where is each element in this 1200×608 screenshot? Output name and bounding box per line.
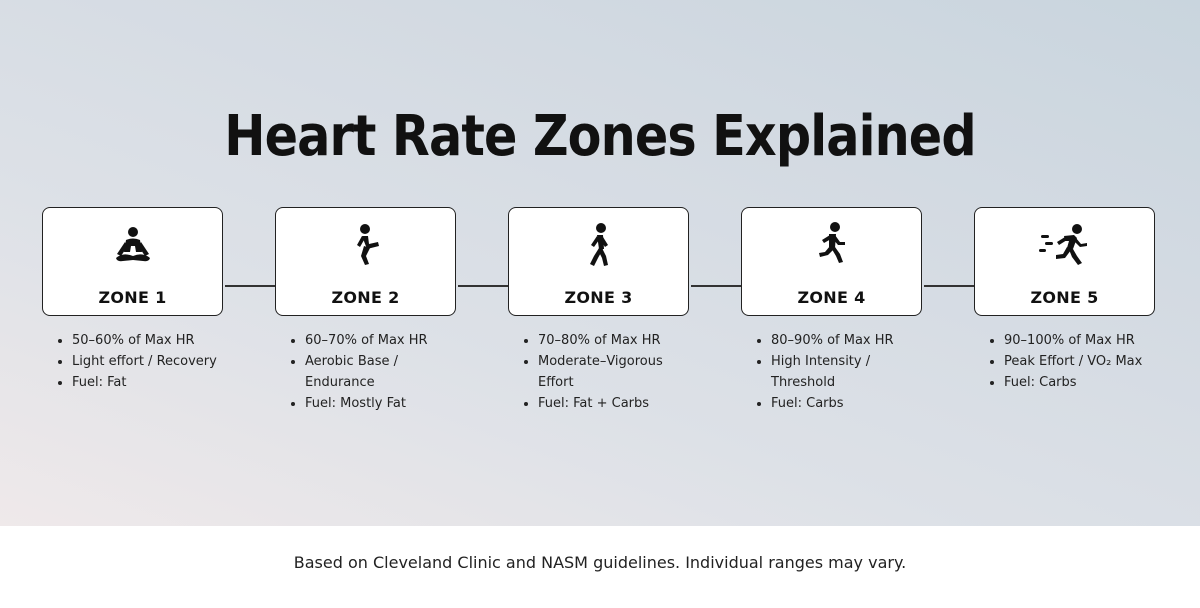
zone-card-5: ZONE 5 — [974, 207, 1155, 316]
zone-label: ZONE 5 — [1030, 288, 1099, 307]
zone-label: ZONE 3 — [564, 288, 633, 307]
list-item: High Intensity / Threshold — [755, 351, 930, 393]
list-item: 90–100% of Max HR — [988, 330, 1163, 351]
zone-2-details: 60–70% of Max HR Aerobic Base / Enduranc… — [289, 330, 464, 414]
zone-card-4: ZONE 4 — [741, 207, 922, 316]
zone-label: ZONE 4 — [797, 288, 866, 307]
list-item: 70–80% of Max HR — [522, 330, 697, 351]
zone-5-details: 90–100% of Max HR Peak Effort / VO₂ Max … — [988, 330, 1163, 393]
list-item: Light effort / Recovery — [56, 351, 231, 372]
zone-4-details: 80–90% of Max HR High Intensity / Thresh… — [755, 330, 930, 414]
list-item: Peak Effort / VO₂ Max — [988, 351, 1163, 372]
list-item: Aerobic Base / Endurance — [289, 351, 464, 393]
list-item: Fuel: Carbs — [755, 393, 930, 414]
connector-line — [924, 285, 975, 287]
list-item: Moderate–Vigorous Effort — [522, 351, 697, 393]
list-item: Fuel: Fat — [56, 372, 231, 393]
list-item: Fuel: Mostly Fat — [289, 393, 464, 414]
list-item: 80–90% of Max HR — [755, 330, 930, 351]
zone-card-2: ZONE 2 — [275, 207, 456, 316]
connector-line — [458, 285, 509, 287]
running-icon — [804, 218, 860, 274]
sprinting-icon — [1037, 218, 1093, 274]
list-item: Fuel: Carbs — [988, 372, 1163, 393]
list-item: Fuel: Fat + Carbs — [522, 393, 697, 414]
walking-icon — [571, 218, 627, 274]
list-item: 50–60% of Max HR — [56, 330, 231, 351]
list-item: 60–70% of Max HR — [289, 330, 464, 351]
zone-card-3: ZONE 3 — [508, 207, 689, 316]
connector-line — [225, 285, 276, 287]
zone-label: ZONE 2 — [331, 288, 400, 307]
footnote: Based on Cleveland Clinic and NASM guide… — [293, 553, 907, 572]
zone-label: ZONE 1 — [98, 288, 167, 307]
page-title: Heart Rate Zones Explained — [224, 104, 976, 169]
connector-line — [691, 285, 742, 287]
meditation-icon — [105, 218, 161, 274]
zone-3-details: 70–80% of Max HR Moderate–Vigorous Effor… — [522, 330, 697, 414]
zone-card-1: ZONE 1 — [42, 207, 223, 316]
zone-1-details: 50–60% of Max HR Light effort / Recovery… — [56, 330, 231, 393]
squat-icon — [338, 218, 394, 274]
